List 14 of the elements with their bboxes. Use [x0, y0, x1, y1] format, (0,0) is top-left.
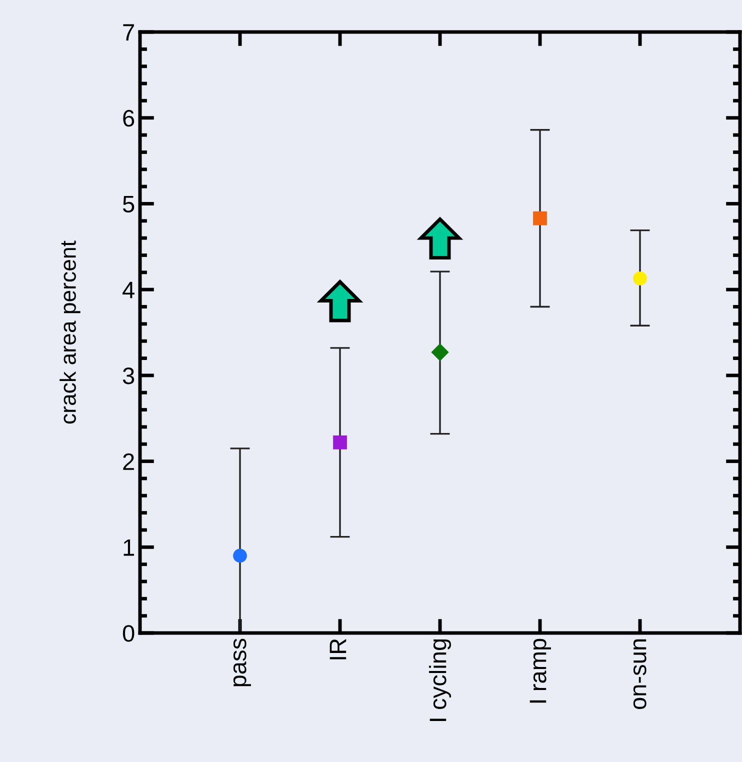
- y-tick-label: 6: [123, 110, 134, 127]
- x-tick-label: IR: [330, 638, 346, 660]
- y-tick-label: 1: [124, 539, 134, 556]
- x-tick-label: I cycling: [428, 639, 452, 721]
- y-tick-label: 7: [123, 24, 134, 41]
- y-tick-label: 3: [122, 367, 134, 384]
- y-tick-label: 4: [122, 282, 134, 298]
- y-tick-label: 2: [123, 453, 134, 470]
- x-tick-label: I ramp: [530, 638, 552, 703]
- x-tick-label: pass: [233, 638, 252, 686]
- y-tick-label: 5: [122, 196, 134, 212]
- y-axis-title: crack area percent: [60, 240, 80, 424]
- x-tick-label: on-sun: [633, 639, 646, 710]
- y-tick-label: 0: [122, 625, 134, 642]
